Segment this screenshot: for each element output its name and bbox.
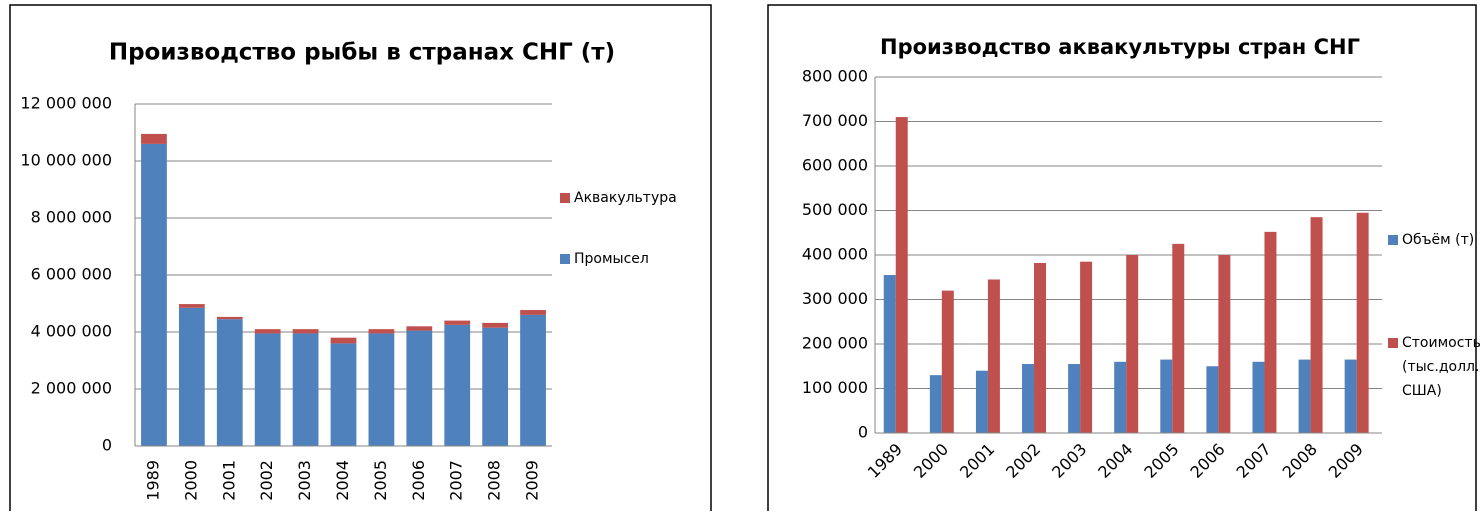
bar (1126, 255, 1139, 433)
bar-segment (520, 310, 546, 315)
y-tick-label: 12 000 000 (20, 94, 112, 113)
y-tick-label: 300 000 (802, 289, 868, 308)
bar (1172, 243, 1185, 433)
bar (1206, 366, 1219, 433)
chart-title: Производство рыбы в странах СНГ (т) (109, 40, 615, 66)
bar-segment (216, 316, 243, 320)
bar (1218, 255, 1231, 433)
y-tick-label: 0 (858, 423, 868, 442)
x-tick-label: 2000 (181, 460, 200, 501)
x-tick-label: 2003 (295, 460, 314, 501)
y-tick-label: 700 000 (802, 111, 868, 130)
bar (975, 370, 988, 433)
bar-segment (444, 320, 471, 325)
bar-segment (368, 333, 395, 446)
bar (1298, 359, 1311, 433)
y-tick-label: 100 000 (802, 378, 868, 397)
bar-segment (406, 330, 433, 446)
legend-label: Объём (т) (1402, 232, 1475, 248)
bar-segment (178, 307, 205, 446)
legend-entry: Промысел (574, 251, 649, 267)
bar-segment (482, 327, 509, 446)
bar-segment (141, 143, 167, 446)
legend-entry: Стоимость (тыс.долл. США) (1402, 335, 1480, 399)
bar (929, 375, 942, 433)
x-tick-label: 2009 (523, 460, 542, 501)
bar (1022, 364, 1035, 433)
y-tick-label: 600 000 (802, 156, 868, 175)
bar-segment (292, 333, 319, 446)
x-tick-label: 2001 (219, 460, 238, 501)
bar-segment (368, 329, 395, 334)
y-tick-label: 400 000 (802, 245, 868, 264)
chart-frame (767, 4, 1477, 515)
y-tick-label: 200 000 (802, 334, 868, 353)
bar (1344, 359, 1357, 433)
y-tick-label: 4 000 000 (31, 322, 112, 341)
x-tick-label: 2008 (485, 460, 504, 501)
x-tick-label: 2006 (409, 460, 428, 501)
bar (1160, 359, 1173, 433)
y-tick-label: 6 000 000 (31, 265, 112, 284)
bar-segment (520, 314, 546, 446)
bar-segment (444, 324, 471, 446)
legend-label: Промысел (574, 251, 649, 267)
bar (1310, 217, 1323, 433)
y-tick-label: 10 000 000 (20, 151, 112, 170)
bar (1080, 261, 1093, 433)
bar (1356, 212, 1369, 433)
bar (941, 290, 954, 433)
bar-segment (254, 333, 281, 446)
bar-segment (330, 343, 357, 446)
bar-segment (482, 322, 509, 328)
x-tick-label: 2005 (371, 460, 390, 501)
legend-entry: Аквакультура (574, 190, 677, 206)
bar-segment (292, 329, 319, 334)
legend-label: Аквакультура (574, 190, 677, 206)
y-tick-label: 800 000 (802, 67, 868, 86)
x-tick-label: 2002 (257, 460, 276, 501)
bar-segment (141, 133, 167, 144)
chart-title: Производство аквакультуры стран СНГ (880, 35, 1360, 59)
bar (1252, 361, 1265, 433)
bar (895, 117, 908, 434)
bar-segment (406, 326, 433, 331)
bar-segment (330, 337, 357, 344)
bar (987, 279, 1000, 433)
legend-swatch (1388, 338, 1398, 348)
x-tick-label: 2007 (447, 460, 466, 501)
bar (883, 275, 896, 433)
legend-entry: Объём (т) (1402, 232, 1475, 248)
chart-frame (9, 4, 712, 515)
bar (1264, 231, 1277, 433)
x-tick-label: 1989 (143, 460, 162, 501)
bar (1034, 263, 1046, 433)
bar-segment (254, 329, 281, 334)
bar-segment (216, 319, 243, 446)
bar (1068, 364, 1081, 433)
x-tick-label: 2004 (333, 460, 352, 501)
bar-segment (178, 304, 205, 308)
y-tick-label: 2 000 000 (31, 379, 112, 398)
legend-swatch (560, 193, 570, 203)
legend-swatch (1388, 235, 1398, 245)
legend-swatch (560, 254, 570, 264)
y-tick-label: 500 000 (802, 200, 868, 219)
y-tick-label: 8 000 000 (31, 208, 112, 227)
y-tick-label: 0 (102, 436, 112, 455)
bar (1114, 361, 1127, 433)
legend-label: Стоимость (тыс.долл. США) (1402, 335, 1480, 399)
